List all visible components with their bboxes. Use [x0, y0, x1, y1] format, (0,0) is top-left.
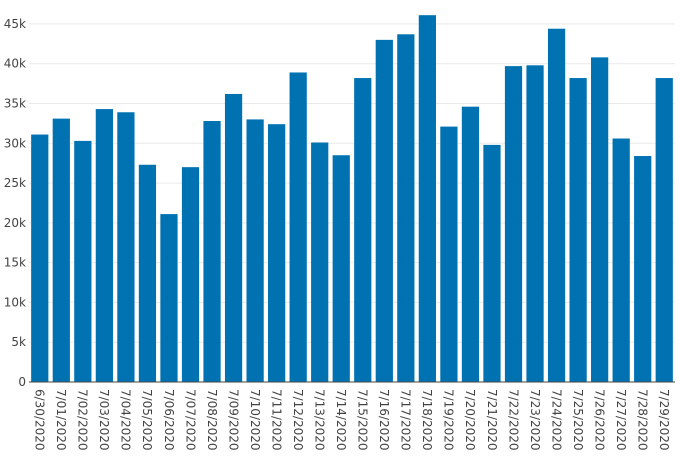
x-tick-label: 7/04/2020	[119, 389, 133, 451]
bar-7-08-2020[interactable]	[203, 121, 221, 382]
x-tick-label: 7/18/2020	[420, 389, 434, 451]
bar-7-01-2020[interactable]	[52, 118, 70, 383]
x-tick-label: 7/11/2020	[269, 389, 283, 451]
x-tick-label: 7/06/2020	[162, 389, 176, 451]
bar-7-26-2020[interactable]	[591, 57, 609, 382]
bar-7-20-2020[interactable]	[461, 106, 480, 382]
x-tick-label: 7/10/2020	[248, 389, 262, 451]
bar-6-30-2020[interactable]	[31, 134, 49, 382]
bar-7-28-2020[interactable]	[634, 156, 652, 382]
x-tick-label: 7/12/2020	[291, 389, 305, 451]
y-tick-label: 40k	[4, 57, 26, 71]
bar-7-18-2020[interactable]	[418, 15, 436, 383]
x-tick-label: 7/20/2020	[463, 389, 477, 451]
bar-7-07-2020[interactable]	[181, 167, 200, 382]
x-tick-label: 7/14/2020	[334, 389, 348, 451]
bar-7-27-2020[interactable]	[612, 138, 630, 382]
x-tick-label: 7/08/2020	[205, 389, 219, 451]
y-tick-label: 5k	[11, 335, 26, 349]
bar-7-24-2020[interactable]	[547, 28, 566, 383]
y-tick-label: 0	[18, 375, 26, 389]
bar-7-29-2020[interactable]	[655, 78, 673, 382]
x-tick-label: 7/22/2020	[506, 389, 520, 451]
bar-7-05-2020[interactable]	[138, 164, 157, 382]
x-tick-label: 7/17/2020	[399, 389, 413, 451]
bar-7-06-2020[interactable]	[160, 214, 178, 382]
x-tick-label: 7/25/2020	[571, 389, 585, 451]
bar-7-25-2020[interactable]	[569, 78, 587, 382]
x-tick-label: 7/24/2020	[549, 389, 563, 451]
bar-7-16-2020[interactable]	[375, 39, 393, 382]
y-tick-label: 30k	[4, 136, 26, 150]
bar-7-11-2020[interactable]	[268, 124, 286, 382]
x-tick-label: 7/28/2020	[636, 389, 650, 451]
x-tick-label: 7/23/2020	[528, 389, 542, 451]
x-tick-label: 7/13/2020	[313, 389, 327, 451]
y-tick-label: 35k	[4, 97, 26, 111]
x-tick-label: 6/30/2020	[33, 389, 47, 451]
y-tick-label: 45k	[4, 17, 26, 31]
bar-7-10-2020[interactable]	[246, 119, 264, 383]
y-tick-label: 25k	[4, 176, 26, 190]
axes: 0 5k 10k 15k 20k 25k 30k 35k 40k 45k 6/30/2020 7/01…	[4, 17, 675, 451]
bar-7-21-2020[interactable]	[483, 144, 501, 382]
x-tick-label: 7/19/2020	[442, 389, 456, 451]
bar-7-14-2020[interactable]	[332, 155, 350, 382]
x-tick-label: 7/03/2020	[97, 389, 111, 451]
x-tick-label: 7/21/2020	[485, 389, 499, 451]
bar-7-15-2020[interactable]	[354, 78, 372, 382]
x-tick-label: 7/09/2020	[226, 389, 240, 451]
bar-7-04-2020[interactable]	[117, 112, 135, 382]
bar-7-13-2020[interactable]	[311, 142, 329, 382]
y-tick-label: 20k	[4, 216, 26, 230]
bar-7-17-2020[interactable]	[397, 34, 415, 382]
bars	[31, 15, 673, 383]
bar-7-22-2020[interactable]	[504, 66, 523, 383]
x-tick-label: 7/26/2020	[592, 389, 606, 451]
bar-7-03-2020[interactable]	[95, 109, 113, 382]
bar-7-09-2020[interactable]	[224, 93, 243, 383]
x-tick-label: 7/29/2020	[657, 389, 671, 451]
bar-7-02-2020[interactable]	[74, 140, 92, 382]
bar-7-12-2020[interactable]	[289, 72, 307, 382]
bar-7-19-2020[interactable]	[440, 126, 458, 382]
x-tick-label: 7/07/2020	[183, 389, 197, 451]
x-tick-label: 7/15/2020	[356, 389, 370, 451]
x-tick-label: 7/05/2020	[140, 389, 154, 451]
y-tick-label: 10k	[4, 295, 26, 309]
x-tick-label: 7/16/2020	[377, 389, 391, 451]
gridlines	[29, 23, 675, 343]
x-tick-label: 7/01/2020	[54, 389, 68, 451]
x-tick-label: 7/02/2020	[76, 389, 90, 451]
bar-7-23-2020[interactable]	[526, 65, 544, 382]
y-tick-label: 15k	[4, 256, 26, 270]
x-tick-label: 7/27/2020	[614, 389, 628, 451]
